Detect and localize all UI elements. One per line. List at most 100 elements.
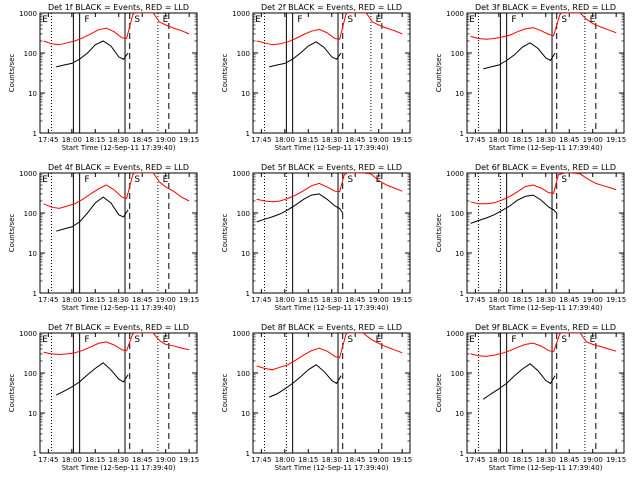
x-axis-label: Start Time (12-Sep-11 17:39:40) [275, 464, 389, 472]
plot-frame [252, 12, 411, 134]
flag-label: E [590, 335, 596, 345]
detector-panel: Det 3f BLACK = Events, RED = LLD Counts/s… [435, 3, 626, 152]
y-tick-label: 10 [455, 410, 464, 418]
y-tick-label: 100 [237, 210, 250, 218]
y-tick-label: 10 [241, 250, 250, 258]
series-line-events [256, 193, 344, 223]
y-axis-label: Counts/sec [221, 214, 229, 253]
x-tick-label: 17:45 [38, 136, 58, 144]
panel-title: Det 4f BLACK = Events, RED = LLD [48, 163, 189, 172]
x-tick-label: 19:15 [606, 296, 626, 304]
x-tick-label: 19:15 [392, 136, 412, 144]
x-tick-label: 18:30 [536, 456, 556, 464]
y-axis-label: Counts/sec [435, 54, 443, 93]
y-tick-label: 10 [28, 250, 37, 258]
x-tick-label: 18:00 [275, 456, 295, 464]
panel-title: Det 5f BLACK = Events, RED = LLD [261, 163, 402, 172]
y-axis-label: Counts/sec [221, 374, 229, 413]
x-tick-label: 17:45 [38, 296, 58, 304]
series-line-events [55, 362, 129, 396]
x-tick-label: 19:15 [392, 456, 412, 464]
flag-label: E [163, 15, 169, 25]
flag-label: E [469, 335, 475, 345]
x-tick-label: 18:30 [322, 456, 342, 464]
y-tick-label: 10 [455, 90, 464, 98]
x-tick-label: 19:15 [179, 456, 199, 464]
y-tick-label: 1 [33, 130, 37, 138]
series-line-events [269, 41, 342, 68]
y-tick-label: 1 [33, 450, 37, 458]
y-tick-label: 100 [24, 370, 37, 378]
x-tick-label: 18:00 [489, 136, 509, 144]
flag-label: S [561, 335, 567, 345]
flag-label: E [163, 175, 169, 185]
detector-panel: Det 8f BLACK = Events, RED = LLD Counts/s… [221, 323, 412, 472]
series-line-lld [470, 333, 617, 357]
x-axis-label: Start Time (12-Sep-11 17:39:40) [275, 304, 389, 312]
flag-label: F [297, 15, 302, 25]
flag-label: E [42, 335, 48, 345]
x-axis-label: Start Time (12-Sep-11 17:39:40) [489, 464, 603, 472]
series-line-events [482, 363, 556, 400]
flag-label: S [347, 15, 353, 25]
flag-label: E [42, 175, 48, 185]
x-axis-label: Start Time (12-Sep-11 17:39:40) [275, 144, 389, 152]
y-tick-label: 1 [246, 130, 250, 138]
x-tick-label: 17:45 [251, 136, 271, 144]
x-tick-label: 18:15 [298, 296, 318, 304]
series-line-events [56, 40, 129, 68]
y-tick-label: 10 [28, 410, 37, 418]
x-tick-label: 18:15 [298, 456, 318, 464]
y-tick-label: 100 [451, 210, 464, 218]
detector-panel: Det 5f BLACK = Events, RED = LLD Counts/s… [221, 163, 412, 312]
x-tick-label: 17:45 [465, 296, 485, 304]
flag-label: S [134, 335, 140, 345]
plot-frame [252, 332, 411, 454]
flag-label: S [561, 15, 567, 25]
x-tick-label: 17:45 [251, 296, 271, 304]
plot-frame [466, 12, 625, 134]
x-tick-label: 19:00 [156, 136, 176, 144]
y-axis-label: Counts/sec [8, 54, 16, 93]
x-tick-label: 17:45 [465, 136, 485, 144]
x-tick-label: 18:45 [559, 456, 579, 464]
x-axis-label: Start Time (12-Sep-11 17:39:40) [62, 464, 176, 472]
x-tick-label: 18:15 [298, 136, 318, 144]
x-tick-label: 19:15 [179, 296, 199, 304]
series-line-lld [256, 333, 403, 371]
y-tick-label: 1 [246, 450, 250, 458]
detector-panel: Det 2f BLACK = Events, RED = LLD Counts/s… [221, 3, 412, 152]
flag-label: F [511, 335, 516, 345]
y-tick-label: 1000 [19, 330, 37, 338]
panel-title: Det 1f BLACK = Events, RED = LLD [48, 3, 189, 12]
y-tick-label: 100 [24, 210, 37, 218]
x-tick-label: 19:15 [606, 456, 626, 464]
plot-frame [39, 332, 198, 454]
series-line-lld [43, 333, 190, 356]
x-tick-label: 18:15 [85, 456, 105, 464]
x-tick-label: 19:00 [156, 456, 176, 464]
x-tick-label: 19:00 [156, 296, 176, 304]
x-axis-label: Start Time (12-Sep-11 17:39:40) [62, 144, 176, 152]
y-tick-label: 1000 [19, 170, 37, 178]
y-tick-label: 100 [237, 50, 250, 58]
series-line-events [483, 42, 556, 70]
x-tick-label: 18:00 [275, 136, 295, 144]
detector-panel: Det 1f BLACK = Events, RED = LLD Counts/s… [8, 3, 199, 152]
flag-label: E [42, 15, 48, 25]
flag-label: S [347, 335, 353, 345]
panel-title: Det 8f BLACK = Events, RED = LLD [261, 323, 402, 332]
plot-frame [466, 332, 625, 454]
y-tick-label: 100 [451, 370, 464, 378]
x-tick-label: 18:00 [62, 456, 82, 464]
plot-frame [39, 12, 198, 134]
panel-title: Det 7f BLACK = Events, RED = LLD [48, 323, 189, 332]
x-tick-label: 18:30 [536, 136, 556, 144]
panel-title: Det 2f BLACK = Events, RED = LLD [261, 3, 402, 12]
series-line-lld [470, 173, 617, 205]
x-tick-label: 17:45 [38, 456, 58, 464]
y-axis-label: Counts/sec [8, 214, 16, 253]
y-tick-label: 1000 [232, 10, 250, 18]
x-tick-label: 18:30 [109, 456, 129, 464]
x-tick-label: 18:45 [132, 296, 152, 304]
